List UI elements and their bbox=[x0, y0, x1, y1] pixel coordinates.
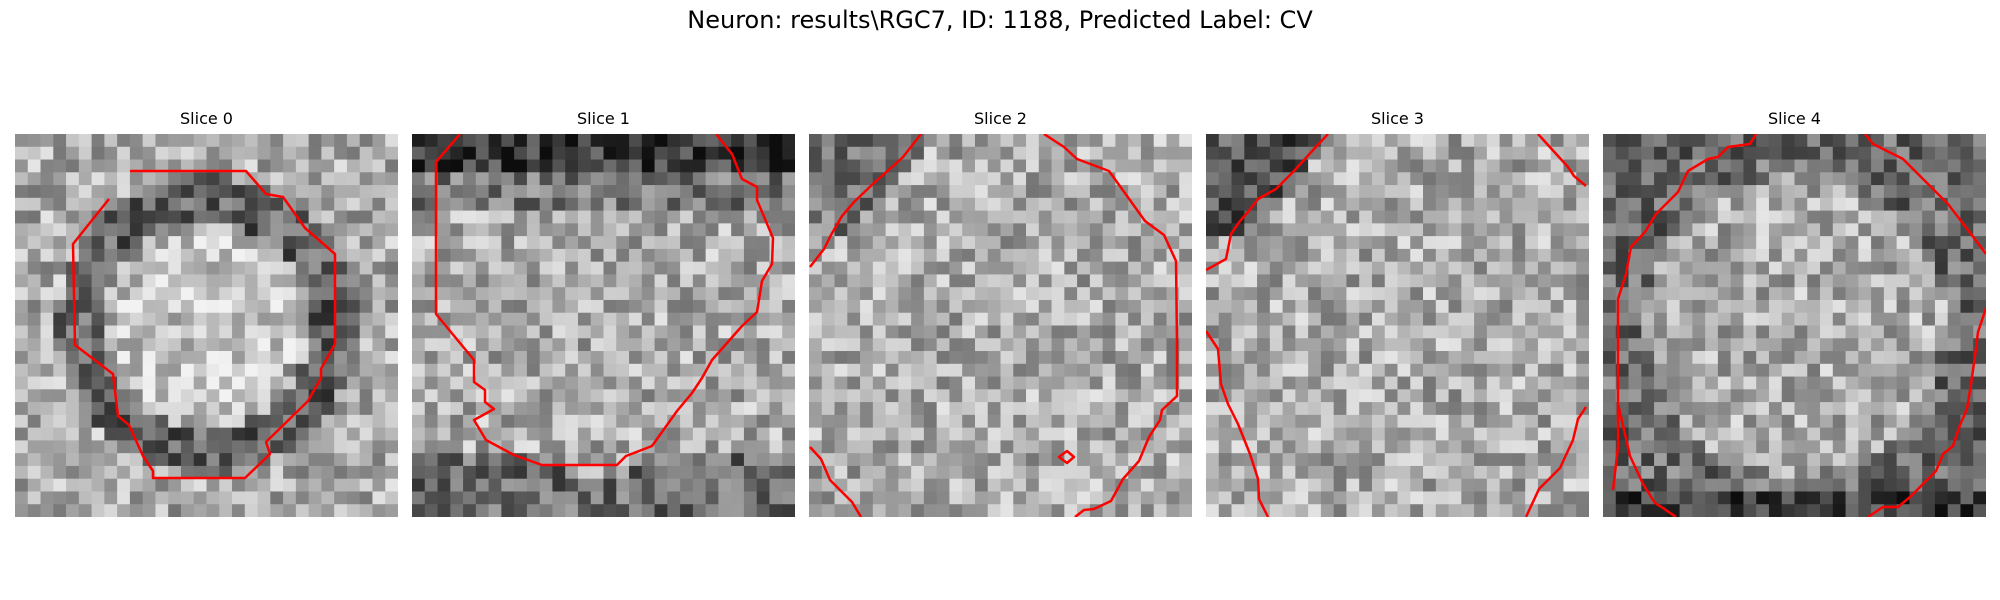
contour-line bbox=[1206, 134, 1329, 272]
slice-image bbox=[1206, 134, 1589, 517]
slice-title: Slice 0 bbox=[180, 109, 233, 128]
contour-line bbox=[1864, 134, 1986, 255]
contour-line bbox=[71, 169, 337, 480]
slice-title: Slice 2 bbox=[974, 109, 1027, 128]
slice-image bbox=[15, 134, 398, 517]
slice-panel-1: Slice 1 bbox=[412, 108, 795, 517]
slice-title: Slice 1 bbox=[577, 109, 630, 128]
slice-image bbox=[412, 134, 795, 517]
contour-island bbox=[1057, 449, 1076, 465]
contour-line bbox=[809, 134, 922, 268]
contour-line bbox=[1524, 406, 1588, 517]
contour-line bbox=[1206, 330, 1270, 517]
slice-panel-0: Slice 0 bbox=[15, 108, 398, 517]
contour-line bbox=[1867, 307, 1986, 517]
slice-title: Slice 4 bbox=[1768, 109, 1821, 128]
slice-image bbox=[1603, 134, 1986, 517]
slice-panel-3: Slice 3 bbox=[1206, 108, 1589, 517]
figure-title: Neuron: results\RGC7, ID: 1188, Predicte… bbox=[687, 6, 1313, 34]
slice-panel-2: Slice 2 bbox=[809, 108, 1192, 517]
contour-line bbox=[434, 134, 775, 467]
contour-line bbox=[809, 446, 863, 517]
contour-line bbox=[1537, 134, 1587, 187]
slice-panel-4: Slice 4 bbox=[1603, 108, 1986, 517]
contour-line bbox=[1043, 134, 1179, 517]
slice-title: Slice 3 bbox=[1371, 109, 1424, 128]
contour-line bbox=[1611, 134, 1758, 491]
slice-image bbox=[809, 134, 1192, 517]
contour-line bbox=[1616, 403, 1677, 517]
